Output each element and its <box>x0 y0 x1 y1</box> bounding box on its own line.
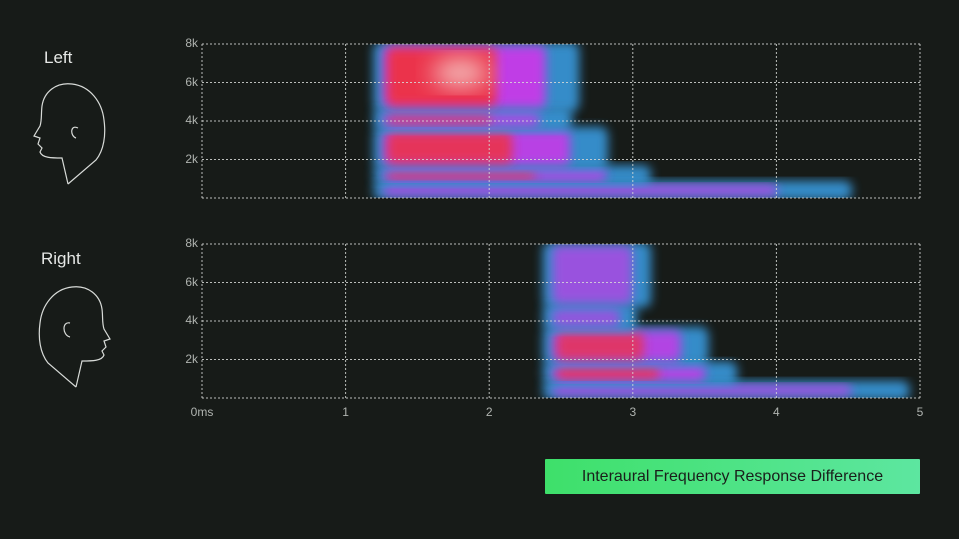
grid <box>201 243 921 399</box>
right-channel-label: Right <box>41 249 81 268</box>
heatmap-band-hot <box>556 367 660 379</box>
x-tick-label: 1 <box>342 405 349 419</box>
heatmap-band-core <box>552 307 620 327</box>
heatmap-band-core <box>552 384 852 396</box>
heatmap-peak <box>432 58 489 87</box>
left-spectrogram-panel <box>201 43 921 199</box>
heatmap-band-hot <box>387 171 536 179</box>
y-tick-label: 4k <box>185 113 198 127</box>
x-tick-label: 4 <box>773 405 780 419</box>
left-channel-label: Left <box>44 48 73 67</box>
y-tick-label: 2k <box>185 351 198 366</box>
right-head-icon <box>38 286 111 388</box>
x-tick-label: 0ms <box>190 405 214 419</box>
heatmap-band-hot <box>556 332 644 360</box>
legend-badge: Interaural Frequency Response Difference <box>545 459 920 494</box>
heatmap-band-hot <box>387 113 493 125</box>
x-tick-label: 3 <box>629 405 637 419</box>
x-tick-label: 5 <box>916 405 924 419</box>
heatmap-layer <box>542 244 910 398</box>
y-tick-label: 2k <box>185 151 198 166</box>
heatmap-band-core <box>383 184 778 196</box>
grid <box>201 43 921 199</box>
y-tick-label: 6k <box>185 74 198 89</box>
y-tick-label: 8k <box>185 36 198 50</box>
x-tick-label: 2 <box>485 405 493 419</box>
right-spectrogram-panel <box>201 243 921 399</box>
y-tick-label: 4k <box>185 313 198 327</box>
left-head-icon <box>33 83 106 185</box>
y-tick-label: 6k <box>185 274 198 289</box>
heatmap-band-hot <box>387 132 512 164</box>
heatmap-band-core <box>552 246 633 304</box>
heatmap-layer <box>373 44 853 198</box>
y-tick-label: 8k <box>185 236 198 250</box>
